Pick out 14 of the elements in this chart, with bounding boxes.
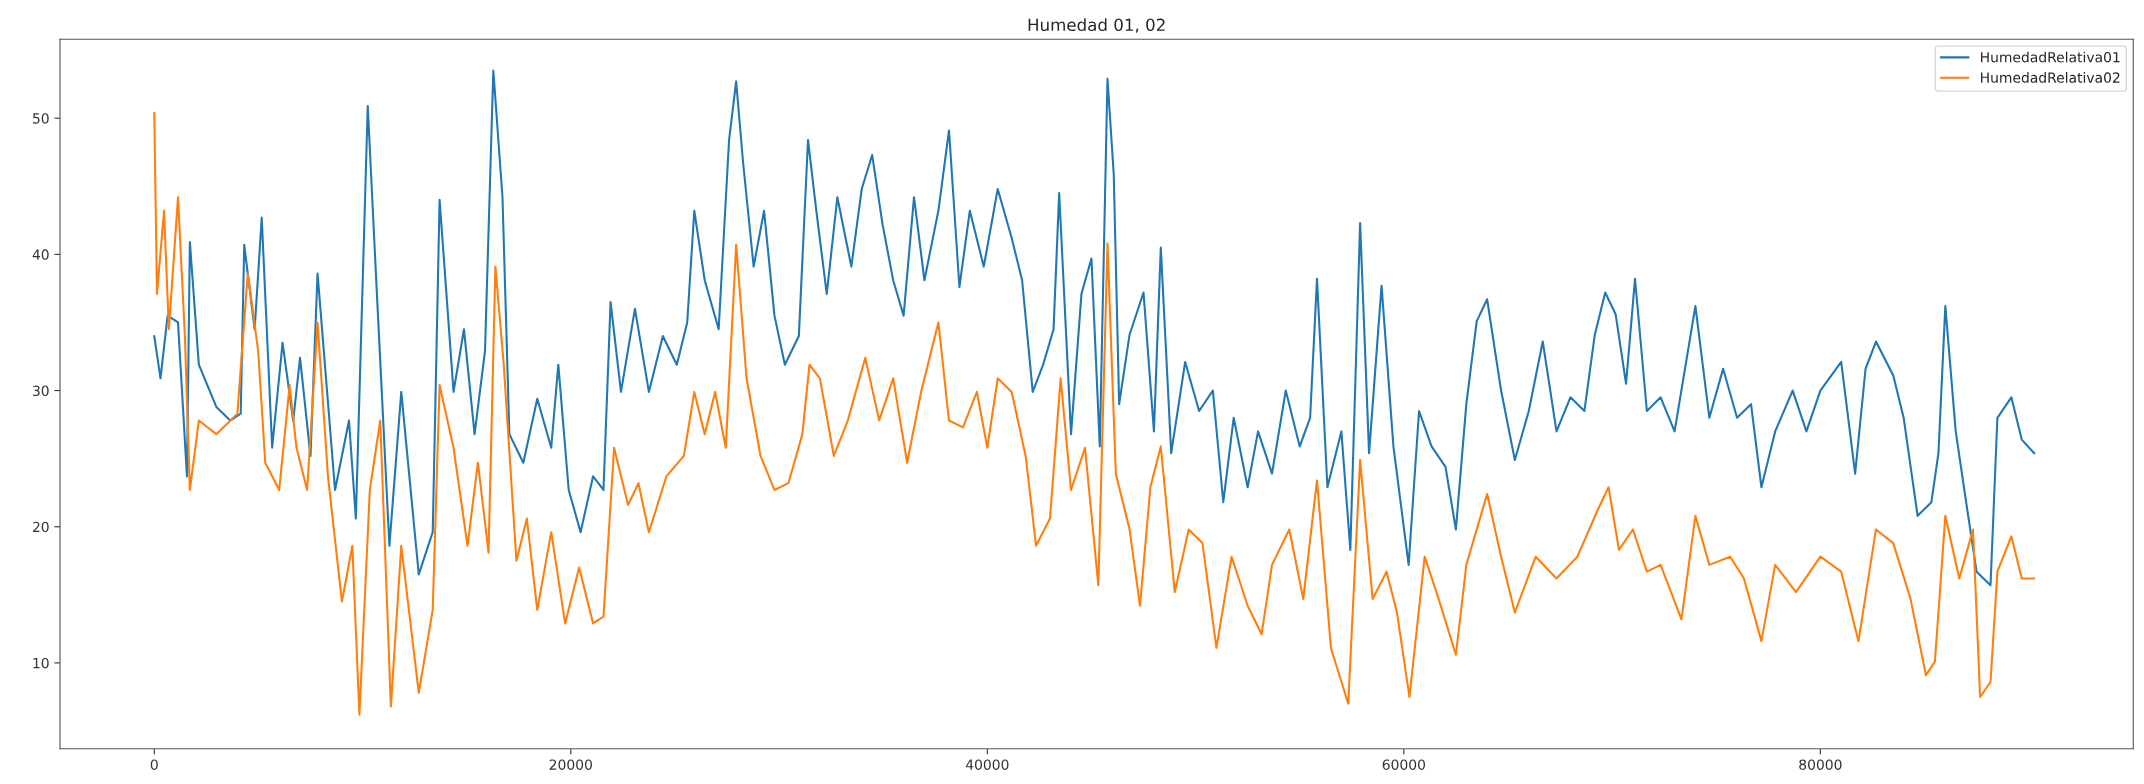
y-tick-label: 10 <box>33 657 49 669</box>
x-tick-label: 0 <box>150 759 158 770</box>
legend-label: HumedadRelativa01 <box>1981 51 2120 63</box>
chart-title: Humedad 01, 02 <box>1028 18 1165 33</box>
x-tick-label: 20000 <box>549 759 592 770</box>
y-tick-label: 20 <box>32 521 49 533</box>
y-tick-label: 50 <box>33 113 49 124</box>
x-tick-label: 40000 <box>965 759 1009 770</box>
x-tick-label: 80000 <box>1799 759 1842 770</box>
legend-label: HumedadRelativa02 <box>1981 72 2120 83</box>
y-tick-label: 30 <box>33 385 49 397</box>
y-tick-label: 40 <box>32 249 49 260</box>
x-tick-label: 60000 <box>1382 759 1426 770</box>
line-series <box>153 111 2036 716</box>
